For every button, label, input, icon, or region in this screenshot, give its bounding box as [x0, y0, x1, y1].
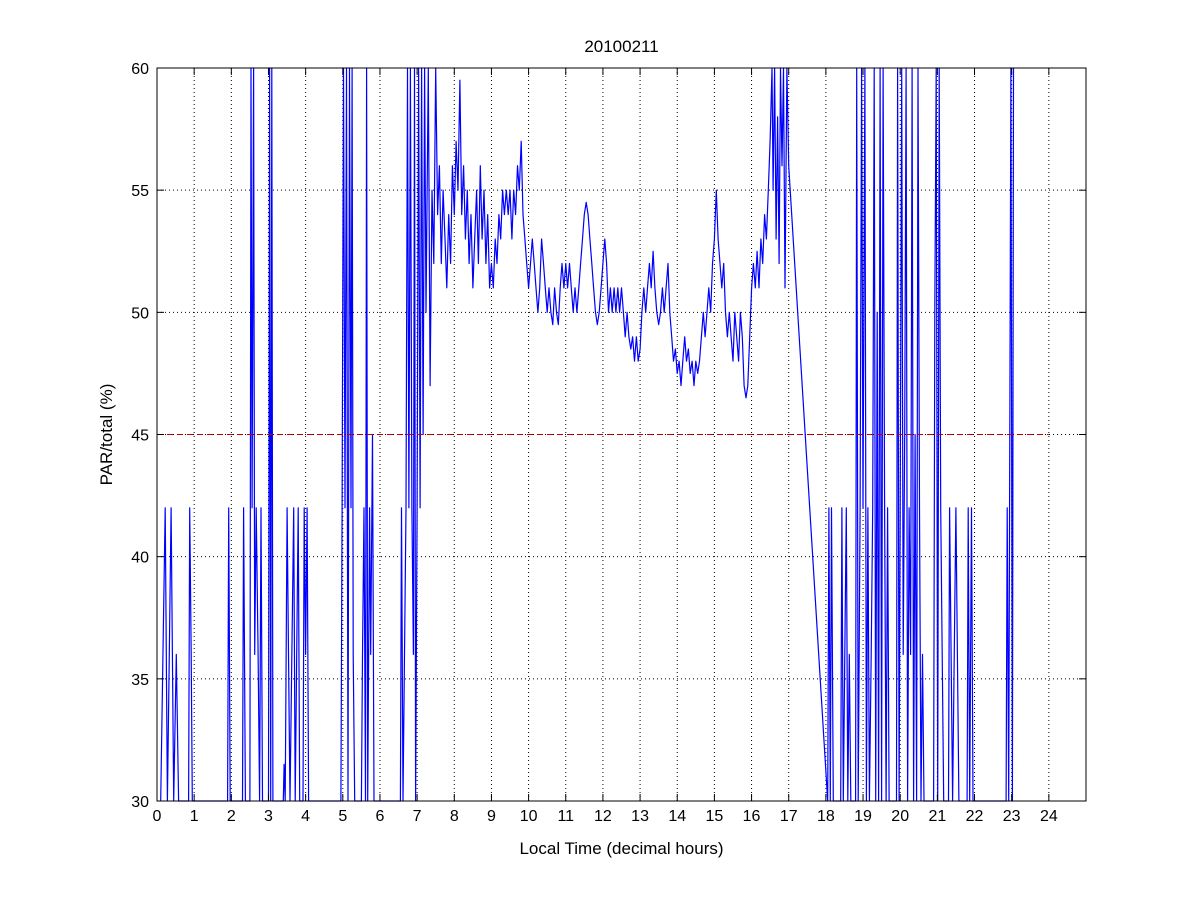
- x-tick-label: 14: [668, 808, 686, 825]
- x-tick-label: 4: [301, 808, 310, 825]
- series-layer: [160, 67, 1015, 802]
- y-tick-label: 30: [131, 794, 149, 811]
- series-line-0: [160, 67, 1015, 802]
- y-tick-label: 50: [131, 305, 149, 322]
- y-axis-label: PAR/total (%): [97, 384, 116, 486]
- x-tick-label: 11: [557, 808, 574, 825]
- x-tick-label: 23: [1003, 808, 1021, 825]
- x-tick-label: 18: [817, 808, 835, 825]
- tick-layer: 0 1 2 3 4 5 6 7 8 9 10 11 12 13 14 15 16 17 18 19 20 21 22 23 24…: [131, 61, 1086, 825]
- x-tick-label: 10: [520, 808, 538, 825]
- y-tick-label: 60: [131, 61, 149, 78]
- x-tick-label: 16: [743, 808, 761, 825]
- x-tick-label: 8: [450, 808, 459, 825]
- x-tick-label: 22: [966, 808, 984, 825]
- x-tick-label: 2: [227, 808, 236, 825]
- x-axis-label: Local Time (decimal hours): [519, 839, 723, 858]
- x-tick-label: 13: [631, 808, 649, 825]
- x-tick-label: 15: [706, 808, 724, 825]
- x-tick-label: 24: [1040, 808, 1058, 825]
- x-tick-label: 3: [264, 808, 273, 825]
- chart-title: 20100211: [584, 37, 658, 56]
- x-tick-label: 19: [854, 808, 872, 825]
- y-tick-label: 45: [131, 428, 149, 445]
- x-tick-label: 0: [153, 808, 162, 825]
- y-tick-label: 40: [131, 550, 149, 567]
- x-tick-label: 5: [338, 808, 347, 825]
- x-tick-label: 6: [376, 808, 385, 825]
- x-tick-label: 12: [594, 808, 612, 825]
- x-tick-label: 9: [487, 808, 496, 825]
- x-tick-label: 21: [928, 808, 946, 825]
- x-tick-label: 20: [891, 808, 909, 825]
- y-tick-label: 55: [131, 183, 149, 200]
- x-tick-label: 17: [780, 808, 798, 825]
- x-tick-label: 1: [190, 808, 199, 825]
- x-tick-label: 7: [413, 808, 422, 825]
- y-tick-label: 35: [131, 672, 149, 689]
